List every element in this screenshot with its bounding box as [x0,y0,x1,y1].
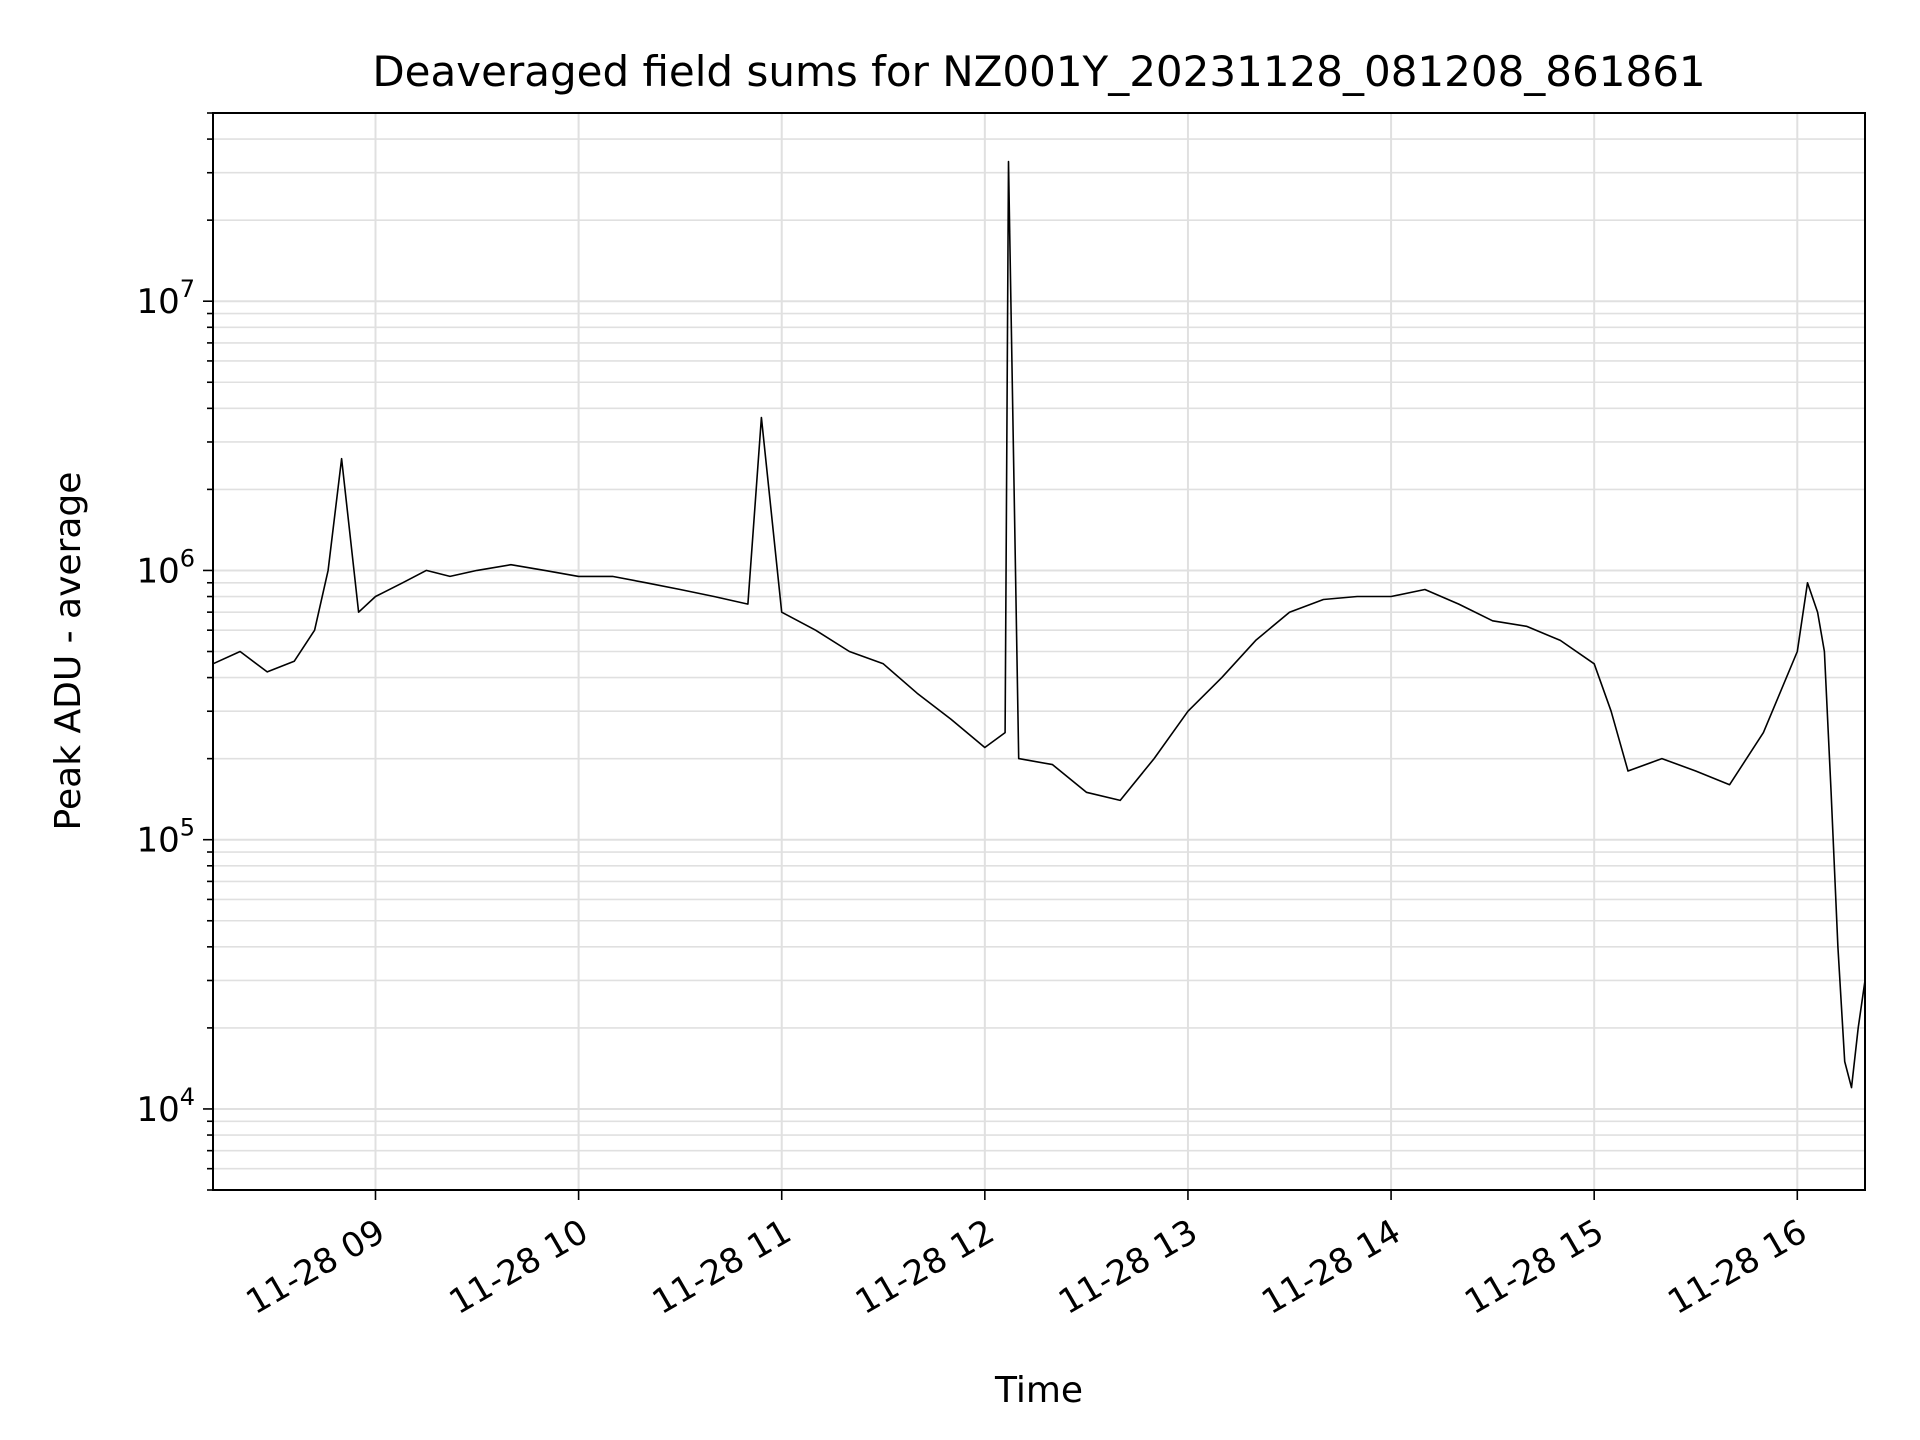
y-axis-label: Peak ADU - average [48,472,89,831]
y-tick-label: 107 [136,275,195,322]
grid [213,112,1865,1191]
x-tick-label: 11-28 12 [849,1212,1001,1323]
x-tick-label: 11-28 11 [646,1212,798,1323]
ticks: 11-28 09 11-28 10 11-28 11 11-28 12 11-28 13… [136,112,1814,1323]
x-tick-label: 11-28 09 [239,1212,391,1323]
series-line [212,160,1866,1089]
chart-title: Deaveraged field sums for NZ001Y_2023112… [372,47,1705,96]
series-layer [212,160,1866,1089]
y-tick-label: 106 [136,544,195,591]
x-tick-label: 11-28 13 [1052,1212,1204,1323]
x-tick-label: 11-28 14 [1255,1212,1407,1323]
y-tick-label: 105 [136,814,195,861]
y-tick-label: 104 [136,1083,195,1130]
x-tick-label: 11-28 15 [1458,1212,1610,1323]
x-tick-label: 11-28 10 [443,1212,595,1323]
x-axis-label: Time [994,1370,1083,1411]
x-tick-label: 11-28 16 [1661,1212,1813,1323]
